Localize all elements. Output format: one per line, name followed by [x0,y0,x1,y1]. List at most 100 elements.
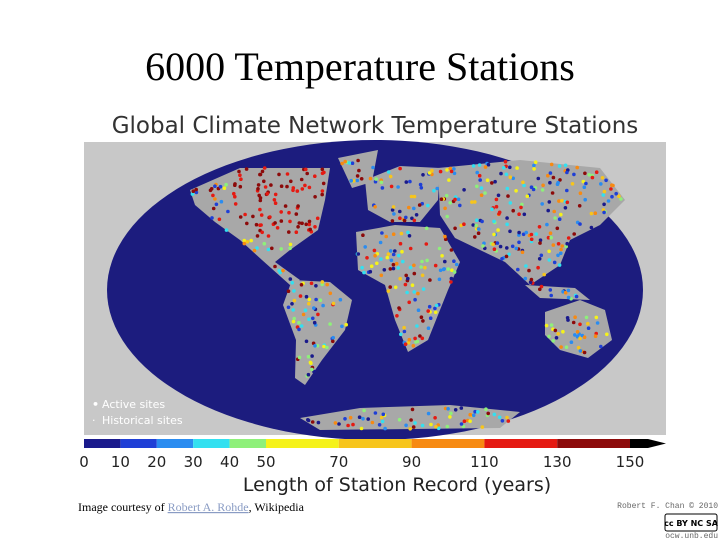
station-dot [421,287,426,291]
station-dot [244,167,249,171]
station-dot [285,172,290,176]
station-dot [426,309,431,313]
station-dot [446,407,450,411]
station-dot [584,181,588,186]
station-dot [449,280,453,284]
station-dot [551,243,556,247]
station-dot [320,167,325,172]
greenland [338,150,378,188]
station-dot [325,282,330,287]
station-dot [555,226,560,231]
station-dot [352,179,356,183]
station-dot [426,326,431,331]
station-dot [599,344,603,349]
station-dot [556,253,560,258]
station-dot [406,230,410,235]
station-dot [594,170,599,174]
station-dot [262,179,266,184]
station-dot [511,176,515,181]
station-dot [279,210,284,214]
station-dot [617,194,621,198]
station-dot [610,194,614,199]
station-dot [522,183,526,188]
station-dot [453,197,457,202]
station-dot [430,168,434,173]
credit-suffix: , Wikipedia [249,500,305,514]
station-dot [478,178,483,182]
colorbar-tick-label: 50 [256,453,275,471]
station-dot [281,268,285,273]
station-dot [499,171,503,176]
station-dot [313,225,317,229]
station-dot [475,184,479,189]
station-dot [475,170,480,175]
station-dot [589,211,594,216]
credit-link[interactable]: Robert A. Rohde [168,500,249,514]
station-dot [356,252,361,256]
station-dot [224,182,228,187]
station-dot [582,350,587,355]
station-dot [242,238,247,243]
station-dot [386,289,391,293]
station-dot [500,257,504,261]
station-dot [322,170,326,175]
station-dot [583,197,587,202]
station-dot [291,188,295,193]
station-dot [438,268,443,273]
station-dot [404,273,409,278]
station-dot [258,207,262,212]
station-dot [446,267,451,271]
station-dot [443,259,447,264]
station-dot [297,221,302,225]
station-dot [285,184,289,189]
station-dot [321,303,325,308]
station-dot [416,308,421,313]
station-dot [340,161,344,166]
station-dot [379,180,384,185]
station-dot [258,172,262,177]
station-dot [393,285,398,290]
station-dot [516,267,520,272]
station-dot [452,259,456,264]
station-dot [497,415,502,420]
station-dot [477,227,481,231]
station-dot [300,221,304,226]
station-dot [477,163,482,167]
footer-site: ocw.unb.edu [665,532,718,540]
station-dot [303,308,308,313]
station-dot [531,187,536,192]
colorbar-tick-label: 20 [147,453,166,471]
station-dot [542,272,546,277]
station-dot [397,306,401,310]
station-dot [505,216,509,220]
station-dot [291,319,296,324]
station-dot [548,171,553,175]
station-dot [325,345,329,350]
station-dot [573,315,577,320]
station-dot [462,419,467,424]
station-dot [602,202,606,207]
colorbar-segment [411,439,485,448]
station-dot [456,197,461,202]
station-dot [477,173,482,178]
station-dot [307,219,312,224]
station-dot [578,349,583,353]
station-dot [255,234,260,238]
station-dot [386,170,391,174]
station-dot [417,203,422,207]
station-dot [566,236,571,240]
station-dot [398,166,402,171]
station-dot [305,171,310,176]
station-dot [294,212,299,216]
footer-author: Robert F. Chan © 2010 [617,502,718,511]
station-dot [482,241,486,246]
colorbar-segment [84,439,121,448]
station-dot [349,178,354,183]
station-dot [273,221,277,225]
station-dot [392,212,396,216]
station-dot [432,188,436,193]
station-dot [313,195,317,199]
station-dot [245,221,249,226]
station-dot [484,407,488,412]
station-dot [233,194,237,199]
